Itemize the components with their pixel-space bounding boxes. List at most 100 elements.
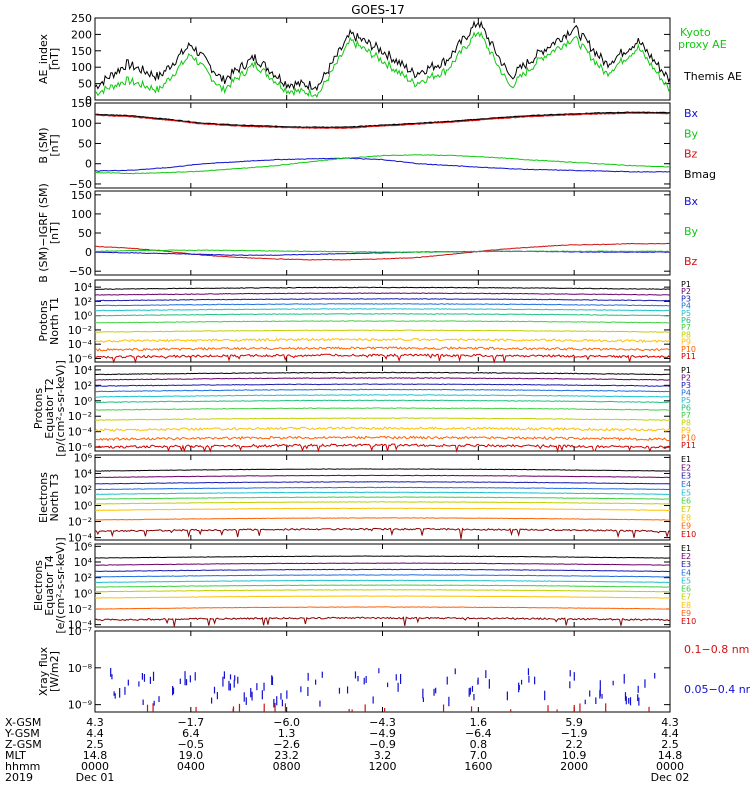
channel-line bbox=[94, 286, 671, 291]
panel-frame bbox=[94, 630, 671, 713]
channel-line bbox=[94, 383, 671, 387]
footer-value: 23.2 bbox=[274, 749, 299, 762]
series-bx bbox=[95, 157, 671, 173]
footer-value: 4.4 bbox=[661, 727, 679, 740]
y-tick-label: 10⁰ bbox=[74, 500, 93, 513]
y-axis-label: [nT] bbox=[48, 48, 61, 70]
plot-title: GOES-17 bbox=[351, 3, 405, 17]
legend-item: P11 bbox=[681, 441, 696, 450]
legend-item: P9 bbox=[681, 426, 691, 435]
legend-item: Kyoto bbox=[680, 26, 711, 39]
channel-line bbox=[94, 313, 671, 317]
footer-value: 10.9 bbox=[562, 749, 587, 762]
y-tick-label: 10⁻⁹ bbox=[68, 699, 92, 712]
kyoto-ae-line bbox=[94, 31, 671, 99]
legend-item: P3 bbox=[681, 294, 691, 303]
footer-value: −2.6 bbox=[273, 738, 300, 751]
footer-value: 2.2 bbox=[565, 738, 583, 751]
footer-value: −0.9 bbox=[369, 738, 396, 751]
y-tick-label: 10⁻⁸ bbox=[68, 662, 93, 675]
y-tick-label: 50 bbox=[78, 78, 92, 91]
channel-line bbox=[94, 417, 671, 421]
channel-line bbox=[94, 377, 671, 381]
legend-item: P4 bbox=[681, 302, 691, 311]
y-tick-label: 50 bbox=[78, 137, 92, 150]
footer-value: 1200 bbox=[369, 760, 397, 773]
y-axis-label: Equator T4 bbox=[43, 555, 56, 615]
y-axis-label: [e/(cm²-s-sr-keV)] bbox=[54, 537, 67, 633]
footer-value: −4.3 bbox=[369, 716, 396, 729]
legend-item: P6 bbox=[681, 404, 691, 413]
y-tick-label: 10⁰ bbox=[74, 587, 93, 600]
y-axis-label: B (SM)−IGRF (SM) bbox=[37, 183, 50, 283]
footer-value: 0000 bbox=[81, 760, 109, 773]
footer-value: 14.8 bbox=[83, 749, 108, 762]
y-tick-label: 10⁴ bbox=[74, 556, 93, 569]
y-tick-label: 0 bbox=[85, 158, 92, 171]
y-tick-label: 10⁴ bbox=[74, 281, 93, 294]
footer-row-label: Z-GSM bbox=[5, 738, 42, 751]
legend-item: E5 bbox=[681, 576, 691, 585]
y-tick-label: 10² bbox=[74, 295, 92, 308]
footer-value: 2000 bbox=[560, 760, 588, 773]
series-bz bbox=[94, 112, 671, 129]
legend-item: E10 bbox=[681, 530, 696, 539]
legend-item: Bx bbox=[684, 107, 699, 120]
panel-frame bbox=[94, 102, 671, 189]
channel-line bbox=[94, 303, 671, 307]
b-traces-bsm bbox=[94, 111, 671, 175]
channel-line bbox=[94, 496, 670, 500]
y-tick-label: 10⁻⁷ bbox=[68, 625, 92, 638]
footer-value: −1.9 bbox=[561, 727, 588, 740]
footer-value: 2.5 bbox=[86, 738, 104, 751]
y-tick-label: 10² bbox=[74, 483, 92, 496]
y-tick-label: 10⁶ bbox=[74, 451, 93, 464]
y-tick-label: 10⁰ bbox=[74, 310, 93, 323]
footer-value: 0000 bbox=[656, 760, 684, 773]
channel-line bbox=[94, 435, 671, 442]
y-tick-label: 0 bbox=[85, 94, 92, 107]
legend-item: 0.05−0.4 nm bbox=[684, 683, 750, 696]
y-tick-label: 100 bbox=[71, 117, 92, 130]
y-tick-label: 100 bbox=[71, 61, 92, 74]
legend-item: E7 bbox=[681, 505, 691, 514]
legend-item: P2 bbox=[681, 374, 691, 383]
y-tick-label: 10⁴ bbox=[74, 364, 93, 377]
footer-value: 1.3 bbox=[278, 727, 296, 740]
footer-value: −6.0 bbox=[273, 716, 300, 729]
y-tick-label: 10⁻⁶ bbox=[68, 441, 93, 454]
y-tick-label: 10⁰ bbox=[74, 395, 93, 408]
footer-value: Dec 01 bbox=[76, 771, 115, 784]
channel-line bbox=[94, 394, 671, 398]
channel-line bbox=[94, 407, 671, 411]
ae-traces bbox=[94, 20, 671, 99]
legend-item: E4 bbox=[681, 568, 691, 577]
channel-line bbox=[94, 555, 671, 559]
y-tick-label: 10² bbox=[74, 572, 92, 585]
xray-traces bbox=[110, 667, 656, 712]
legend-item: By bbox=[684, 127, 699, 140]
channel-line bbox=[94, 320, 671, 324]
legend-item: P10 bbox=[681, 434, 696, 443]
footer-value: 1.6 bbox=[470, 716, 488, 729]
legend-item: Bmag bbox=[684, 168, 716, 181]
channel-line bbox=[95, 308, 671, 312]
legend-item: P5 bbox=[681, 396, 691, 405]
legend-item: E1 bbox=[681, 455, 691, 464]
legend-item: E2 bbox=[681, 552, 691, 561]
channel-line bbox=[94, 443, 671, 453]
legend-item: E2 bbox=[681, 463, 691, 472]
legend-item: E1 bbox=[681, 544, 691, 553]
y-axis-label: B (SM) bbox=[37, 127, 50, 163]
channel-line bbox=[94, 292, 671, 296]
channel-line bbox=[94, 606, 670, 610]
y-tick-label: 100 bbox=[71, 208, 92, 221]
y-tick-label: 150 bbox=[71, 45, 92, 58]
channel-line bbox=[94, 584, 671, 588]
y-axis-label: [W/m2] bbox=[48, 651, 61, 692]
panel-bigrf: 150 100 50 0 −50 B (SM)−IGRF (SM)[nT] Bx By Bz bbox=[37, 183, 699, 283]
footer-value: 1600 bbox=[464, 760, 492, 773]
